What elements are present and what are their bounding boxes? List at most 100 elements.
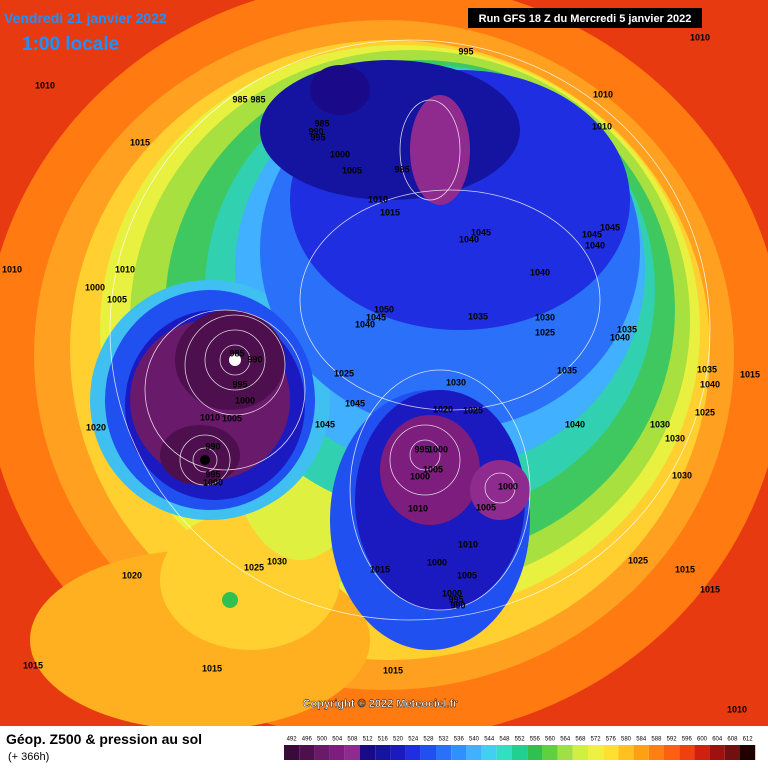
isobar-label: 1010 bbox=[690, 32, 710, 42]
isobar-label: 1035 bbox=[697, 364, 717, 374]
isobar-label: 1000 bbox=[203, 477, 223, 487]
isobar-label: 995 bbox=[310, 132, 325, 142]
isobar-label: 1015 bbox=[130, 137, 150, 147]
legend-label: 520 bbox=[393, 737, 404, 743]
legend-label: 588 bbox=[651, 737, 662, 743]
legend-swatch bbox=[664, 745, 680, 760]
isobar-label: 1000 bbox=[410, 471, 430, 481]
legend-swatch bbox=[496, 745, 512, 760]
isobar-label: 1030 bbox=[650, 419, 670, 429]
time-label: 1:00 locale bbox=[22, 34, 119, 55]
legend-label: 540 bbox=[469, 737, 480, 743]
isobar-label: 1000 bbox=[235, 395, 255, 405]
isobar-label: 1030 bbox=[672, 470, 692, 480]
legend-swatch bbox=[284, 745, 300, 760]
legend-swatch bbox=[679, 745, 695, 760]
legend-swatch bbox=[740, 745, 756, 760]
isobar-label: 985 bbox=[314, 118, 329, 128]
legend-label: 584 bbox=[636, 737, 647, 743]
legend-label: 552 bbox=[515, 737, 526, 743]
isobar-label: 1025 bbox=[695, 407, 715, 417]
legend-swatch bbox=[542, 745, 558, 760]
isobar-label: 1040 bbox=[700, 379, 720, 389]
isobar-label: 1000 bbox=[442, 588, 462, 598]
run-label: Run GFS 18 Z du Mercredi 5 janvier 2022 bbox=[479, 13, 692, 25]
legend-label: 596 bbox=[682, 737, 693, 743]
isobar-label: 1005 bbox=[476, 502, 496, 512]
isobar-label: 1000 bbox=[85, 282, 105, 292]
isobar-label: 1020 bbox=[122, 570, 142, 580]
isobar-label: 985 bbox=[232, 94, 247, 104]
isobar-label: 990 bbox=[205, 441, 220, 451]
legend-label: 592 bbox=[667, 737, 678, 743]
isobar-label: 990 bbox=[308, 126, 323, 136]
isobar-label: 985 bbox=[250, 94, 265, 104]
legend-label: 580 bbox=[621, 737, 632, 743]
isobar-label: 1040 bbox=[610, 332, 630, 342]
legend-swatch bbox=[420, 745, 436, 760]
legend-swatch bbox=[694, 745, 710, 760]
legend-label: 524 bbox=[408, 737, 419, 743]
legend-swatch bbox=[299, 745, 315, 760]
legend-swatch bbox=[588, 745, 604, 760]
legend-label: 532 bbox=[439, 737, 450, 743]
legend-swatch bbox=[633, 745, 649, 760]
legend-label: 576 bbox=[606, 737, 617, 743]
isobar-label: 1035 bbox=[617, 324, 637, 334]
isobar-label: 1015 bbox=[23, 660, 43, 670]
isobar-label: 1010 bbox=[35, 80, 55, 90]
date-label: Vendredi 21 janvier 2022 bbox=[4, 10, 167, 26]
isobar-label: 1005 bbox=[457, 570, 477, 580]
legend-label: 512 bbox=[363, 737, 374, 743]
legend-swatch bbox=[648, 745, 664, 760]
isobar-label: 1010 bbox=[408, 503, 428, 513]
isobar-label: 1000 bbox=[330, 149, 350, 159]
legend-label: 548 bbox=[499, 737, 510, 743]
legend-label: 564 bbox=[560, 737, 571, 743]
legend-swatch bbox=[329, 745, 345, 760]
legend-swatch bbox=[405, 745, 421, 760]
isobar-label: 1030 bbox=[535, 312, 555, 322]
isobar-label: 1030 bbox=[665, 433, 685, 443]
footer-lead: (+ 366h) bbox=[8, 751, 49, 763]
isobar-label: 1015 bbox=[383, 665, 403, 675]
isobar-label: 1040 bbox=[355, 319, 375, 329]
legend-swatch bbox=[481, 745, 497, 760]
isobar-label: 1025 bbox=[463, 405, 483, 415]
legend-swatch bbox=[314, 745, 330, 760]
legend-label: 504 bbox=[332, 737, 343, 743]
isobar-label: 1000 bbox=[498, 481, 518, 491]
isobar-label: 1030 bbox=[446, 377, 466, 387]
isobar-label: 1015 bbox=[370, 564, 390, 574]
color-legend: 492 496 500 504 508 512 516 520 524 528 532 536 540 5… bbox=[284, 737, 756, 760]
isobar-label: 1005 bbox=[222, 413, 242, 423]
legend-label: 604 bbox=[712, 737, 723, 743]
legend-label: 568 bbox=[575, 737, 586, 743]
legend-swatch bbox=[618, 745, 634, 760]
legend-label: 536 bbox=[454, 737, 465, 743]
isobar-label: 995 bbox=[205, 469, 220, 479]
legend-swatch bbox=[451, 745, 467, 760]
legend-swatch bbox=[375, 745, 391, 760]
isobar-label: 990 bbox=[247, 354, 262, 364]
isobar-label: 1035 bbox=[557, 365, 577, 375]
isobar-label: 1045 bbox=[582, 229, 602, 239]
legend-swatch bbox=[466, 745, 482, 760]
legend-swatch bbox=[360, 745, 376, 760]
legend-label: 608 bbox=[727, 737, 738, 743]
isobar-label: 1005 bbox=[342, 165, 362, 175]
isobar-label: 1010 bbox=[368, 194, 388, 204]
isobar-label: 995 bbox=[448, 594, 463, 604]
legend-label: 544 bbox=[484, 737, 495, 743]
isobar-label: 1010 bbox=[727, 704, 747, 714]
isobar-label: 1025 bbox=[628, 555, 648, 565]
isobar-label: 1045 bbox=[315, 419, 335, 429]
isobar-label: 985 bbox=[394, 164, 409, 174]
isobar-label: 1050 bbox=[374, 304, 394, 314]
legend-swatch bbox=[572, 745, 588, 760]
isobar-label: 1045 bbox=[345, 398, 365, 408]
legend-swatch bbox=[512, 745, 528, 760]
isobar-label: 1015 bbox=[202, 663, 222, 673]
